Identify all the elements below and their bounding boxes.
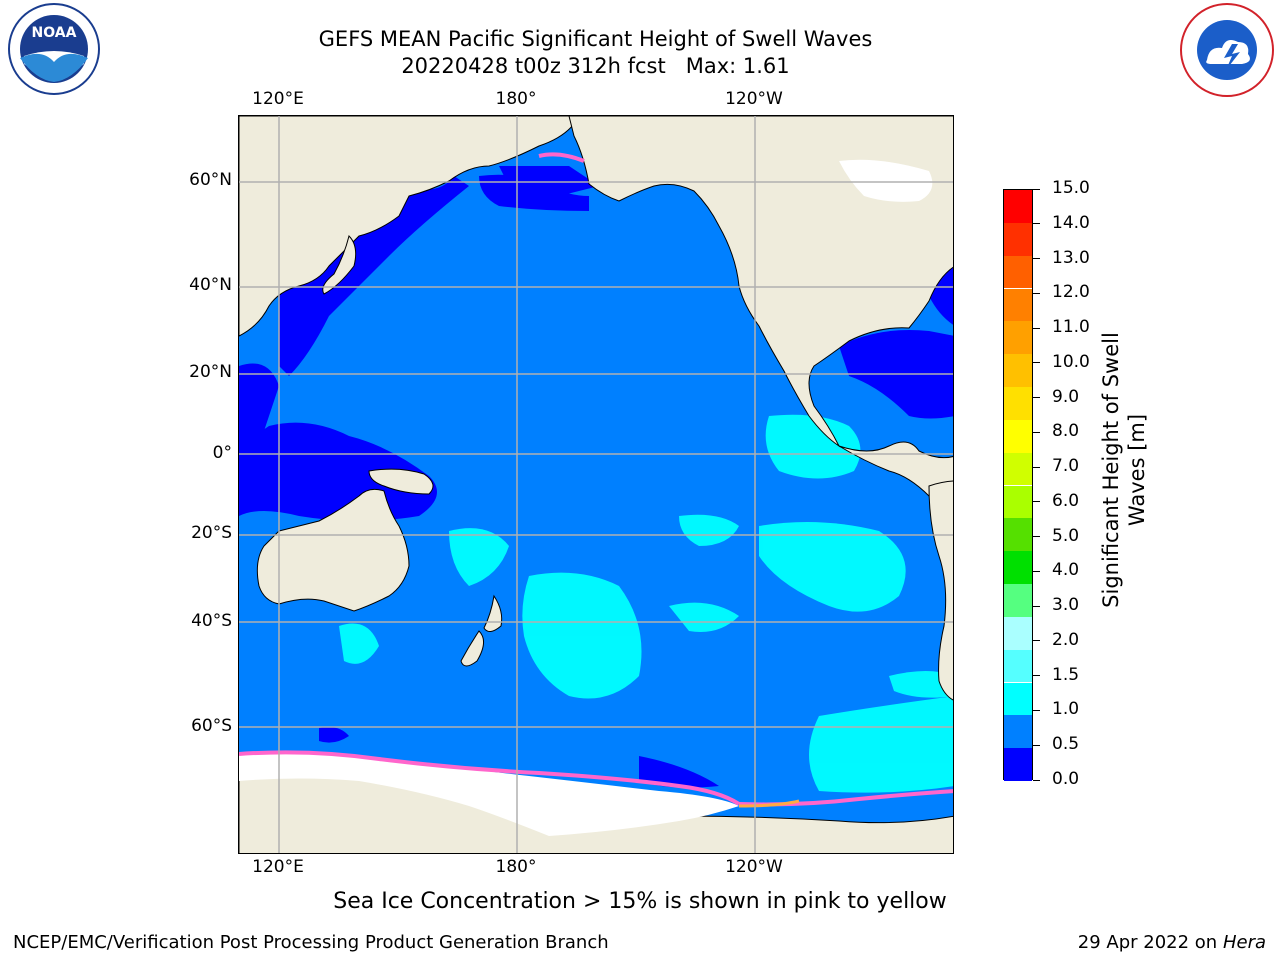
- colorbar-segment: [1004, 387, 1032, 420]
- colorbar-segment: [1004, 649, 1032, 683]
- colorbar-tick-label: 0.5: [1052, 734, 1080, 755]
- colorbar-tick-mark: [1033, 223, 1040, 225]
- generation-date: 29 Apr 2022 on Hera: [1078, 932, 1266, 953]
- colorbar-title-line2: Waves [m]: [1125, 413, 1149, 527]
- colorbar-tick-mark: [1033, 675, 1040, 677]
- colorbar-segment: [1004, 748, 1032, 781]
- noaa-logo: NOAA: [2, 2, 106, 96]
- colorbar-tick-mark: [1033, 466, 1040, 468]
- date-text: 29 Apr 2022 on: [1077, 932, 1218, 953]
- colorbar-tick-mark: [1033, 744, 1040, 746]
- colorbar-tick-label: 4.0: [1052, 560, 1080, 581]
- colorbar-tick-mark: [1033, 570, 1040, 572]
- colorbar-tick-mark: [1033, 779, 1040, 781]
- colorbar-title-line1: Significant Height of Swell: [1099, 332, 1123, 608]
- lon-tick-top-180: 180°: [495, 89, 537, 109]
- colorbar-segment: [1004, 190, 1032, 223]
- colorbar-segment: [1004, 715, 1032, 749]
- lon-tick-top-120w: 120°W: [725, 89, 783, 109]
- colorbar-tick-label: 13.0: [1052, 247, 1090, 268]
- colorbar-tick-mark: [1033, 188, 1040, 190]
- colorbar-segment: [1004, 518, 1032, 552]
- graticule: [239, 116, 953, 853]
- colorbar-tick-mark: [1033, 501, 1040, 503]
- lat-tick-20s: 20°S: [191, 523, 232, 543]
- colorbar-segment: [1004, 584, 1032, 617]
- colorbar-tick-mark: [1033, 258, 1040, 260]
- nws-logo: [1176, 2, 1278, 98]
- colorbar-tick-label: 9.0: [1052, 386, 1080, 407]
- sea-ice: [239, 159, 933, 836]
- colorbar-tick-label: 7.0: [1052, 456, 1080, 477]
- colorbar-tick-mark: [1033, 327, 1040, 329]
- lat-tick-0: 0°: [212, 443, 232, 463]
- moderate-swell-regions: [339, 414, 953, 793]
- sea-ice-edge: [239, 152, 953, 808]
- colorbar-tick-label: 10.0: [1052, 351, 1090, 372]
- colorbar-tick-label: 8.0: [1052, 421, 1080, 442]
- colorbar-segment: [1004, 616, 1032, 650]
- colorbar-tick-mark: [1033, 536, 1040, 538]
- colorbar-segment: [1004, 682, 1032, 716]
- colorbar-segment: [1004, 255, 1032, 289]
- colorbar-segment: [1004, 288, 1032, 322]
- chart-subtitle: 20220428 t00z 312h fcst Max: 1.61: [401, 54, 790, 78]
- chart-title: GEFS MEAN Pacific Significant Height of …: [318, 27, 873, 51]
- colorbar-tick-label: 12.0: [1052, 282, 1090, 303]
- lon-tick-bottom-180: 180°: [495, 857, 537, 877]
- colorbar-tick-label: 0.0: [1052, 769, 1080, 789]
- lat-tick-60s: 60°S: [191, 716, 232, 736]
- colorbar-segment: [1004, 222, 1032, 256]
- colorbar-segment: [1004, 485, 1032, 519]
- colorbar-segment: [1004, 354, 1032, 387]
- lat-tick-40n: 40°N: [189, 275, 232, 295]
- sea-ice-caption: Sea Ice Concentration > 15% is shown in …: [333, 889, 947, 914]
- lat-tick-40s: 40°S: [191, 611, 232, 631]
- lon-tick-bottom-120w: 120°W: [725, 857, 783, 877]
- colorbar-tick-label: 15.0: [1052, 178, 1090, 198]
- colorbar-tick-label: 14.0: [1052, 212, 1090, 233]
- colorbar-tick-mark: [1033, 709, 1040, 711]
- colorbar-segment: [1004, 551, 1032, 584]
- colorbar-segment: [1004, 321, 1032, 355]
- lat-tick-60n: 60°N: [189, 170, 232, 190]
- colorbar: [1003, 189, 1033, 781]
- lon-tick-top-120e: 120°E: [252, 89, 304, 109]
- colorbar-tick-mark: [1033, 640, 1040, 642]
- colorbar-tick-mark: [1033, 292, 1040, 294]
- colorbar-segment: [1004, 452, 1032, 486]
- colorbar-tick-mark: [1033, 362, 1040, 364]
- machine-name: Hera: [1222, 932, 1266, 953]
- colorbar-tick-label: 1.0: [1052, 699, 1080, 720]
- colorbar-segment: [1004, 419, 1032, 453]
- colorbar-tick-label: 5.0: [1052, 525, 1080, 546]
- colorbar-title: Significant Height of Swell Waves [m]: [1094, 300, 1154, 640]
- branch-credit: NCEP/EMC/Verification Post Processing Pr…: [13, 932, 609, 953]
- pacific-swell-map: [238, 115, 954, 854]
- svg-text:NOAA: NOAA: [32, 25, 77, 41]
- colorbar-tick-label: 11.0: [1052, 317, 1090, 338]
- colorbar-tick-mark: [1033, 431, 1040, 433]
- colorbar-tick-label: 2.0: [1052, 629, 1080, 650]
- colorbar-tick-label: 1.5: [1052, 664, 1080, 685]
- colorbar-tick-mark: [1033, 605, 1040, 607]
- lon-tick-bottom-120e: 120°E: [252, 857, 304, 877]
- colorbar-tick-label: 6.0: [1052, 490, 1080, 511]
- colorbar-tick-mark: [1033, 397, 1040, 399]
- lat-tick-20n: 20°N: [189, 362, 232, 382]
- colorbar-tick-label: 3.0: [1052, 595, 1080, 616]
